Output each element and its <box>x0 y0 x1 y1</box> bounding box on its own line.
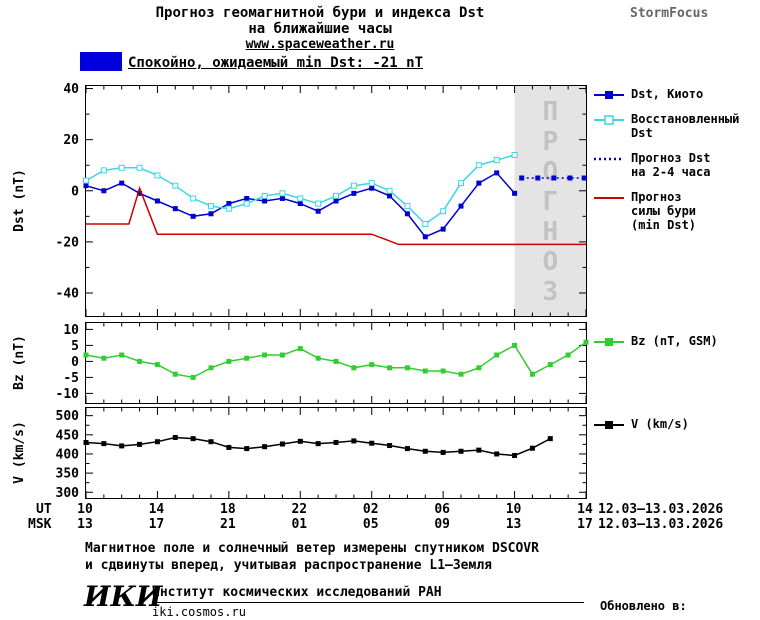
svg-text:0: 0 <box>71 355 79 370</box>
x-tick-label: 10 <box>505 502 522 517</box>
ut-date-range: 12.03–13.03.2026 <box>598 502 724 517</box>
x-tick-label: 06 <box>434 502 450 517</box>
v-marker-icon <box>594 421 624 429</box>
ut-axis-label: UT <box>36 502 52 517</box>
msk-axis-label: MSK <box>28 517 52 532</box>
legend-item-storm-forecast: Прогноз силы бури (min Dst) <box>594 190 760 232</box>
v-chart-panel: 500 450 400 350 300 <box>56 407 587 501</box>
reconstructed-dst-marker-icon <box>594 115 624 125</box>
quiet-status-swatch <box>80 52 122 71</box>
legend-label-forecast-dst: Прогноз Dst на 2-4 часа <box>631 151 711 179</box>
page-header: Прогноз геомагнитной бури и индекса Dst … <box>70 5 570 52</box>
x-tick-label: 10 <box>77 502 93 517</box>
svg-text:5: 5 <box>71 339 79 354</box>
x-tick-label: 13 <box>77 517 93 532</box>
dst-chart-panel: П Р О Г Н О З 40 20 0 -20 -40 <box>56 82 587 317</box>
legend-item-dst-kyoto: Dst, Киото <box>594 87 760 101</box>
iki-logo: ИКИ <box>84 580 163 613</box>
x-tick-label: 21 <box>220 517 236 532</box>
dst-kyoto-marker-icon <box>594 91 624 99</box>
legend-item-forecast-dst: Прогноз Dst на 2-4 часа <box>594 151 760 179</box>
legend-label-reconstructed-dst: Восстановленный Dst <box>631 112 740 140</box>
legend-label-v: V (km/s) <box>631 417 689 431</box>
svg-text:40: 40 <box>63 82 79 97</box>
storm-forecast-marker-icon <box>594 197 624 199</box>
svg-text:450: 450 <box>56 428 80 443</box>
svg-text:Г: Г <box>542 187 558 217</box>
svg-text:-40: -40 <box>56 287 80 302</box>
legend-item-v: V (km/s) <box>594 417 760 431</box>
svg-text:300: 300 <box>56 486 80 501</box>
legend-item-bz: Bz (nT, GSM) <box>594 334 760 348</box>
svg-text:-10: -10 <box>56 387 80 402</box>
svg-text:О: О <box>542 247 558 277</box>
dst-axis-label: Dst (nT) <box>11 168 27 232</box>
x-tick-label: 18 <box>220 502 236 517</box>
page-title-line-2: на ближайшие часы <box>248 21 392 37</box>
page-title-line-1: Прогноз геомагнитной бури и индекса Dst <box>155 5 485 21</box>
iki-site-link[interactable]: iki.cosmos.ru <box>152 605 246 619</box>
v-axis-label-wrap: V (km/s) <box>6 407 32 497</box>
svg-text:Р: Р <box>542 127 558 157</box>
x-tick-label: 17 <box>577 517 593 532</box>
svg-text:-5: -5 <box>63 371 79 386</box>
svg-text:20: 20 <box>63 133 79 148</box>
x-tick-label: 09 <box>434 517 450 532</box>
v-axis-label: V (km/s) <box>11 420 27 484</box>
x-tick-label: 14 <box>577 502 593 517</box>
spaceweather-link[interactable]: www.spaceweather.ru <box>245 37 395 52</box>
svg-text:З: З <box>542 277 558 307</box>
svg-text:10: 10 <box>63 323 79 338</box>
dst-legend: Dst, Киото Восстановленный Dst Прогноз D… <box>594 87 760 243</box>
bz-legend: Bz (nT, GSM) <box>594 334 760 359</box>
x-tick-label: 14 <box>148 502 165 517</box>
updated-title: Обновлено в: <box>600 599 687 613</box>
svg-text:Н: Н <box>542 217 558 247</box>
ut-tick-row: 10 14 18 22 02 06 10 14 <box>77 502 593 517</box>
bz-axis-label-wrap: Bz (nT) <box>6 322 32 402</box>
status-text: Спокойно, ожидаемый min Dst: -21 nT <box>128 55 424 71</box>
institute-name: Институт космических исследований РАН <box>152 585 442 600</box>
brand-stormfocus: StormFocus <box>630 6 709 21</box>
forecast-dst-marker-icon <box>594 157 624 161</box>
x-tick-label: 13 <box>505 517 522 532</box>
data-source-note: Магнитное поле и солнечный ветер измерен… <box>85 540 539 574</box>
x-tick-label: 05 <box>362 517 379 532</box>
v-chart: 500 450 400 350 300 <box>56 408 587 501</box>
bz-chart-panel: 10 5 0 -5 -10 <box>56 322 589 404</box>
updated-block: Обновлено в: UT 10:05, 13.03.2026 MSK 13… <box>600 566 752 620</box>
legend-label-bz: Bz (nT, GSM) <box>631 334 718 348</box>
x-tick-label: 02 <box>362 502 379 517</box>
svg-text:350: 350 <box>56 467 80 482</box>
legend-item-reconstructed-dst: Восстановленный Dst <box>594 112 760 140</box>
bz-marker-icon <box>594 338 624 346</box>
msk-tick-row: 13 17 21 01 05 09 13 17 <box>77 517 593 532</box>
x-tick-label: 01 <box>291 517 308 532</box>
legend-label-storm-forecast: Прогноз силы бури (min Dst) <box>631 190 697 232</box>
svg-text:400: 400 <box>56 447 80 462</box>
note-line-1: Магнитное поле и солнечный ветер измерен… <box>85 541 539 556</box>
legend-label-dst-kyoto: Dst, Киото <box>631 87 704 101</box>
msk-date-range: 12.03–13.03.2026 <box>598 517 724 532</box>
svg-text:-20: -20 <box>56 235 80 250</box>
v-legend: V (km/s) <box>594 417 760 442</box>
iki-divider <box>152 602 584 603</box>
x-tick-label: 17 <box>148 517 165 532</box>
bz-axis-label: Bz (nT) <box>11 334 27 390</box>
svg-text:500: 500 <box>56 409 80 424</box>
note-line-2: и сдвинуты вперед, учитывая распростране… <box>85 558 492 573</box>
svg-text:0: 0 <box>71 184 79 199</box>
svg-text:П: П <box>542 97 558 127</box>
dst-axis-label-wrap: Dst (nT) <box>6 85 32 315</box>
svg-text:О: О <box>542 157 558 187</box>
x-tick-label: 22 <box>291 502 308 517</box>
